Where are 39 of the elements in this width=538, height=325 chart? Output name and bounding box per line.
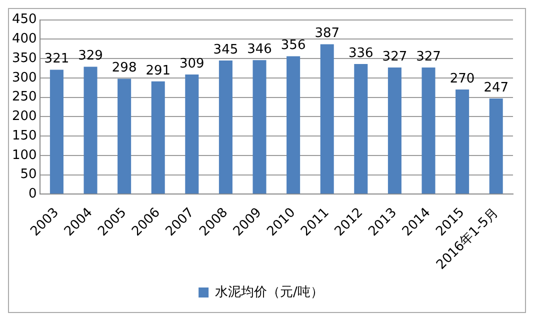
data-label: 329 (78, 48, 103, 64)
y-tick-label: 250 (12, 90, 37, 105)
bar (422, 67, 436, 194)
data-label: 270 (450, 71, 475, 86)
y-tick-label: 100 (12, 148, 37, 163)
data-label: 291 (146, 63, 171, 78)
data-label: 345 (213, 42, 238, 58)
data-label: 327 (382, 49, 408, 64)
y-tick-label: 50 (20, 167, 37, 182)
bar (388, 67, 402, 194)
bar (286, 56, 300, 194)
legend-label: 水泥均价（元/吨） (215, 284, 324, 300)
bar (489, 98, 503, 194)
y-tick-label: 0 (28, 186, 37, 202)
data-label: 387 (314, 26, 340, 42)
bar (185, 74, 199, 194)
bar (456, 90, 470, 194)
bar (354, 64, 368, 194)
bar (151, 81, 165, 194)
data-label: 298 (112, 60, 137, 76)
data-label: 247 (484, 80, 509, 96)
y-tick-label: 400 (12, 32, 37, 47)
y-tick-label: 300 (12, 70, 37, 86)
y-tick-label: 200 (12, 109, 37, 124)
y-tick-label: 150 (12, 128, 37, 144)
bar (252, 60, 266, 194)
bar (218, 60, 232, 194)
bar (50, 70, 64, 194)
data-label: 327 (416, 49, 441, 64)
data-label: 336 (348, 46, 374, 61)
y-tick-label: 350 (12, 50, 37, 66)
data-label: 346 (247, 42, 272, 57)
data-label: 309 (179, 56, 204, 72)
y-tick-label: 450 (12, 12, 37, 28)
data-label: 321 (44, 52, 70, 67)
bar (118, 78, 132, 194)
bar (320, 44, 334, 194)
data-label: 356 (280, 38, 306, 54)
bar (84, 66, 98, 194)
